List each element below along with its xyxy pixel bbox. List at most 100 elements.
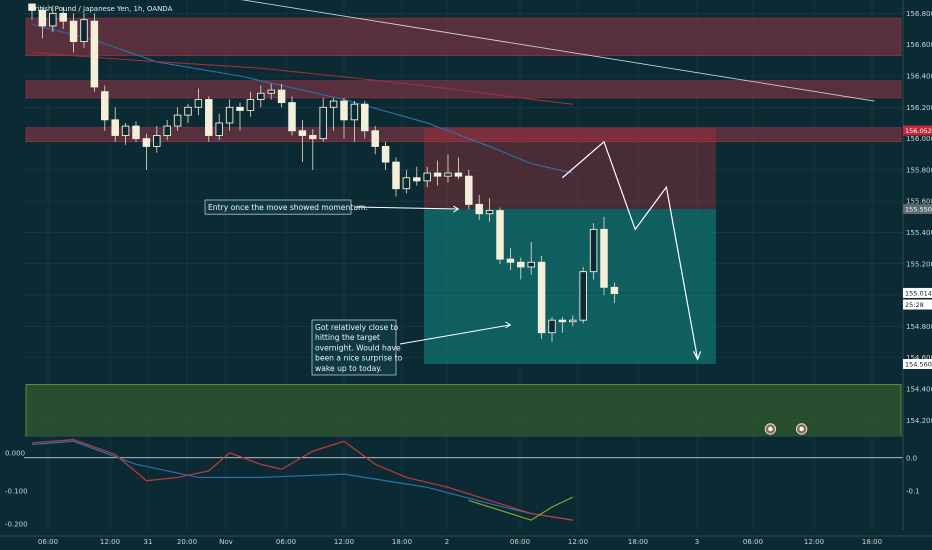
projection-arrowhead: [693, 351, 702, 361]
zone-support: [25, 384, 902, 437]
candle-body: [111, 119, 119, 136]
annotation-text-line: Got relatively close to: [315, 323, 399, 332]
annotations[interactable]: Entry once the move showed momentum. Got …: [204, 199, 512, 376]
annotation-text-line: Entry once the move showed momentum.: [208, 203, 368, 212]
y-tick-label: 155.400: [906, 229, 932, 237]
candle-body: [90, 20, 99, 88]
candle-body: [600, 228, 608, 288]
candle-body: [142, 138, 151, 147]
candle-body: [49, 12, 57, 27]
projection-path[interactable]: [562, 140, 702, 361]
candle-body: [225, 106, 234, 124]
candle-body: [173, 114, 182, 127]
x-tick-label: 18:00: [392, 538, 412, 546]
price-label-bg: [903, 299, 932, 310]
price-label: 155.014: [905, 289, 932, 297]
x-tick-label: 06:00: [510, 538, 530, 546]
candle-body: [257, 92, 265, 100]
candle-body: [319, 106, 327, 140]
candle-body: [205, 99, 213, 136]
y-tick-label: 155.800: [906, 166, 932, 174]
candle-body: [392, 161, 400, 190]
candle-body: [288, 102, 296, 132]
osc-line-histogram-line: [468, 496, 574, 521]
price-label-bg: [903, 125, 932, 136]
candle-body: [558, 319, 567, 323]
zone-resistance-2: [25, 80, 902, 99]
candle-body: [496, 210, 504, 260]
candle-body: [194, 99, 203, 108]
candles: [28, 3, 619, 343]
chart-title: British Pound / Japanese Yen, 1h, OANDA: [30, 5, 173, 13]
x-tick-label: 12:00: [100, 538, 120, 546]
badge-dot: [799, 426, 804, 432]
osc-left-tick: 0.000: [5, 450, 25, 458]
event-badges[interactable]: [764, 423, 932, 435]
annotation-text-line: wake up to today.: [315, 364, 382, 373]
candle-body: [485, 210, 494, 215]
target-zone: [424, 209, 716, 364]
candle-body: [163, 125, 171, 136]
x-tick-label: 20:00: [177, 538, 197, 546]
x-tick-label: 12:00: [334, 538, 354, 546]
zone-resistance-3: [25, 127, 902, 143]
x-tick-label: 3: [695, 538, 699, 546]
candle-body: [101, 91, 109, 121]
annotation-arrow: [354, 206, 459, 210]
candle-body: [569, 319, 577, 323]
candle-body: [215, 122, 223, 136]
osc-left-tick: -0.200: [5, 520, 28, 528]
price-label: 155.550: [905, 206, 932, 214]
annotation-box: [311, 319, 397, 376]
x-tick-label: Nov: [219, 538, 233, 546]
short-position-box[interactable]: [424, 127, 716, 364]
candle-body: [38, 9, 47, 27]
projection-line: [562, 140, 699, 360]
y-tick-label: 154.600: [906, 354, 932, 362]
candle-body: [517, 261, 525, 268]
candle-body: [298, 130, 307, 136]
candle-body: [537, 261, 546, 334]
x-tick-label: 2: [445, 538, 449, 546]
candle-body: [465, 175, 473, 205]
candle-body: [444, 172, 452, 177]
price-label: 25:28: [905, 301, 924, 309]
x-tick-label: 18:00: [628, 538, 648, 546]
price-label: 154.560: [905, 361, 932, 369]
candle-body: [371, 130, 379, 147]
candle-body: [402, 177, 411, 190]
candle-body: [59, 12, 67, 22]
osc-left-tick: -0.100: [5, 488, 28, 496]
y-tick-label: 156.400: [906, 73, 932, 81]
price-zones: [25, 17, 902, 437]
x-tick-label: 18:00: [862, 538, 882, 546]
y-tick-label: 155.600: [906, 198, 932, 206]
y-tick-label: 154.800: [906, 323, 932, 331]
candle-body: [246, 99, 255, 111]
annotation-text-line: hitting the target: [315, 333, 380, 342]
candle-body: [340, 100, 348, 121]
zone-resistance-1: [25, 17, 902, 56]
candle-body: [121, 125, 130, 136]
candle-body: [579, 271, 587, 321]
trendline[interactable]: [230, 0, 875, 102]
badge-dot: [768, 426, 773, 432]
y-tick-label: 154.200: [906, 417, 932, 425]
candle-body: [423, 172, 431, 182]
price-label-bg: [903, 204, 932, 215]
annotation-arrowhead: [505, 321, 512, 329]
candle-body: [527, 261, 535, 268]
candle-body: [381, 145, 390, 163]
price-label: 156.052: [905, 127, 932, 135]
y-tick-label: 155.200: [906, 260, 932, 268]
candle-body: [610, 286, 619, 295]
annotation-text-line: overnight. Would have: [315, 343, 401, 352]
osc-line-signal: [31, 440, 573, 521]
candle-body: [433, 172, 442, 177]
candle-body: [277, 89, 286, 104]
candle-body: [361, 103, 369, 132]
x-tick-label: 12:00: [568, 538, 588, 546]
candle-body: [350, 103, 359, 121]
candle-body: [69, 20, 78, 43]
